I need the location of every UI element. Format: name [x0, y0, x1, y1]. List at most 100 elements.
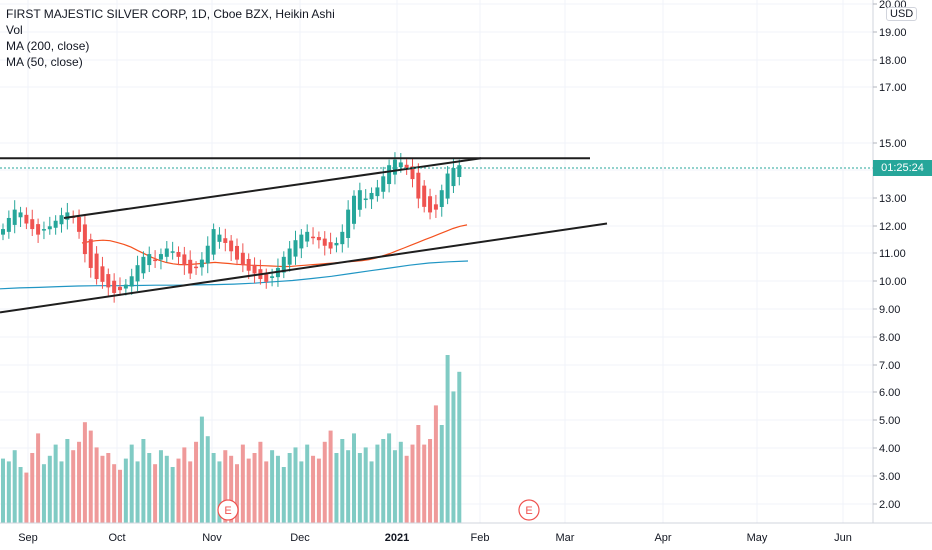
candle-body: [433, 204, 438, 210]
candle-body: [135, 265, 140, 282]
volume-bar: [36, 433, 41, 523]
candle-body: [404, 164, 409, 168]
candle-body: [229, 240, 234, 252]
volume-bar: [158, 450, 163, 523]
volume-bar: [223, 450, 228, 523]
volume-bar: [100, 455, 105, 523]
price-tick-label: 10.00: [879, 276, 907, 288]
volume-bar: [82, 422, 87, 523]
volume-bar: [264, 461, 269, 523]
support-line: [0, 222, 608, 314]
candle-body: [299, 234, 304, 249]
volume-bar: [240, 444, 245, 523]
candle-body: [59, 215, 64, 225]
earnings-marker-label: E: [224, 505, 231, 517]
volume-bar: [59, 461, 64, 523]
candle-body: [158, 254, 163, 260]
time-tick-label: Oct: [108, 532, 125, 544]
earnings-marker: [217, 499, 239, 521]
candle-body: [305, 231, 310, 242]
candle-body: [457, 165, 462, 178]
candle-body: [311, 236, 316, 239]
candle-body: [287, 248, 292, 265]
volume-bar: [445, 355, 450, 523]
volume-bar: [194, 441, 199, 523]
volume-bar: [141, 439, 146, 523]
candle-body: [141, 256, 146, 274]
volume-bar: [340, 439, 345, 523]
volume-bar: [135, 461, 140, 523]
volume-bar: [352, 433, 356, 523]
legend-vol: Vol: [6, 23, 23, 37]
symbol-title: FIRST MAJESTIC SILVER CORP, 1D, Cboe BZX…: [6, 7, 335, 21]
candle-body: [346, 209, 351, 239]
time-tick-label: Dec: [290, 532, 310, 544]
price-tick-label: 8.00: [879, 332, 900, 344]
volume-bar: [30, 453, 35, 523]
time-tick-label: Nov: [202, 532, 222, 544]
earnings-marker: [518, 499, 540, 521]
ma200-line: [0, 260, 469, 290]
candle-body: [363, 198, 368, 201]
volume-bar: [182, 447, 187, 523]
candle-body: [381, 176, 386, 192]
volume-bar: [88, 430, 93, 523]
chart-legend: FIRST MAJESTIC SILVER CORP, 1D, Cboe BZX…: [6, 6, 335, 70]
price-tick-label: 12.00: [879, 221, 907, 233]
volume-bar: [457, 371, 462, 523]
candle-body: [240, 252, 245, 266]
time-tick-label: 2021: [385, 532, 409, 544]
legend-ma50: MA (50, close): [6, 55, 83, 69]
volume-bar: [41, 464, 46, 523]
chart-grid: [0, 0, 873, 523]
legend-ma200: MA (200, close): [6, 39, 90, 53]
currency-label[interactable]: USD: [886, 7, 918, 21]
candle-body: [176, 251, 181, 257]
volume-bar: [392, 450, 397, 523]
candle-body: [281, 256, 286, 273]
upper-channel-line: [63, 157, 482, 219]
candle-body: [439, 190, 444, 207]
candle-body: [428, 196, 433, 213]
candle-body: [451, 167, 456, 187]
volume-bar: [328, 430, 333, 523]
candle-body: [235, 245, 239, 260]
earnings-marker-label: E: [525, 505, 532, 517]
candle-body: [223, 238, 228, 243]
volume-bar: [357, 453, 362, 523]
candle-body: [211, 229, 216, 255]
volume-bar: [410, 444, 415, 523]
volume-bar: [199, 416, 204, 523]
price-tick-label: 15.00: [879, 138, 907, 150]
candle-body: [88, 239, 93, 268]
candle-body: [129, 276, 134, 287]
volume-bar: [129, 444, 134, 523]
volume-bar: [153, 464, 158, 523]
volume-bar: [439, 425, 444, 523]
candle-body: [199, 259, 204, 268]
volume-bar: [299, 461, 304, 523]
volume-bar: [1, 458, 5, 523]
candle-body: [340, 231, 345, 245]
ma50-line: [81, 224, 468, 268]
candle-body: [369, 192, 374, 200]
candle-body: [217, 234, 222, 242]
volume-bar: [316, 458, 321, 523]
candle-body: [94, 253, 99, 280]
price-tick-label: 17.00: [879, 82, 907, 94]
volume-bar: [369, 461, 374, 523]
volume-bar: [18, 467, 23, 523]
candle-body: [30, 219, 35, 230]
volume-bar: [176, 458, 181, 523]
volume-bar: [293, 447, 298, 523]
volume-bar: [311, 455, 316, 523]
volume-bar: [217, 461, 222, 523]
price-tick-label: 18.00: [879, 55, 907, 67]
volume-bar: [334, 453, 339, 523]
candle-body: [112, 280, 117, 293]
candle-body: [387, 165, 392, 185]
candle-body: [246, 258, 251, 271]
candle-body: [316, 237, 321, 241]
